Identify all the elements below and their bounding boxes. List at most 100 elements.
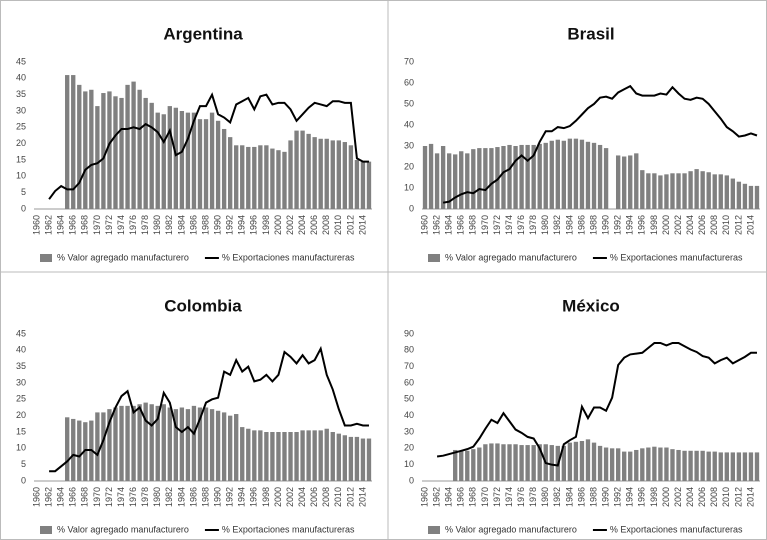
x-tick-label: 1960 xyxy=(31,487,41,507)
bar xyxy=(288,140,293,209)
bar xyxy=(682,450,687,481)
x-tick-label: 1990 xyxy=(600,487,610,507)
x-tick-label: 1980 xyxy=(152,215,162,235)
legend-label: % Exportaciones manufactureras xyxy=(222,252,355,262)
x-tick-label: 1970 xyxy=(92,487,102,507)
bar xyxy=(507,144,512,209)
bar xyxy=(440,146,446,209)
x-tick-label: 2000 xyxy=(273,215,283,235)
bar xyxy=(89,89,94,209)
bar xyxy=(71,418,76,481)
bar xyxy=(573,441,579,481)
x-tick-label: 1990 xyxy=(212,215,222,235)
x-tick-label: 2010 xyxy=(721,215,731,235)
x-tick-label: 1980 xyxy=(540,215,550,235)
y-tick-label: 70 xyxy=(404,361,414,371)
bar xyxy=(531,144,536,209)
bar xyxy=(276,432,281,481)
y-tick-label: 25 xyxy=(16,122,26,132)
bar xyxy=(227,137,233,209)
bar xyxy=(234,414,239,481)
bar xyxy=(131,81,136,209)
x-tick-label: 1976 xyxy=(516,215,526,235)
bar xyxy=(107,409,112,481)
x-tick-label: 1962 xyxy=(431,487,441,507)
bar xyxy=(288,432,293,481)
x-tick-label: 2008 xyxy=(709,487,719,507)
bar xyxy=(167,407,172,481)
x-tick-label: 2010 xyxy=(333,215,343,235)
bar xyxy=(483,148,488,209)
bar xyxy=(640,170,645,209)
bar xyxy=(179,111,185,209)
x-tick-label: 2014 xyxy=(357,487,367,507)
bar xyxy=(282,432,287,481)
x-tick-label: 2006 xyxy=(309,487,319,507)
x-tick-label: 1998 xyxy=(261,215,271,235)
x-tick-label: 2004 xyxy=(297,215,307,235)
x-tick-label: 1986 xyxy=(188,215,198,235)
bar xyxy=(434,153,440,209)
bar xyxy=(360,161,366,209)
bar xyxy=(658,175,663,209)
x-tick-label: 1974 xyxy=(116,215,126,235)
bar xyxy=(71,75,76,209)
bar xyxy=(700,450,705,481)
x-tick-label: 1992 xyxy=(225,215,235,235)
x-tick-label: 1986 xyxy=(576,487,586,507)
y-tick-label: 60 xyxy=(404,377,414,387)
x-tick-label: 1984 xyxy=(176,487,186,507)
bar xyxy=(453,449,458,481)
legend-label: % Exportaciones manufactureras xyxy=(222,524,355,534)
bar xyxy=(603,447,609,481)
x-tick-label: 1970 xyxy=(92,215,102,235)
bar xyxy=(615,448,621,481)
bar xyxy=(736,181,742,209)
bar xyxy=(342,435,348,481)
y-tick-label: 80 xyxy=(404,345,414,355)
chart-title: Argentina xyxy=(163,24,243,43)
bar xyxy=(549,140,554,209)
x-tick-label: 1976 xyxy=(516,487,526,507)
y-tick-label: 5 xyxy=(21,459,26,469)
x-tick-label: 1988 xyxy=(588,215,598,235)
x-tick-label: 1990 xyxy=(600,215,610,235)
x-tick-label: 2002 xyxy=(285,487,295,507)
bar xyxy=(83,422,88,481)
bar xyxy=(336,433,341,481)
x-tick-label: 2008 xyxy=(321,215,331,235)
x-tick-label: 1984 xyxy=(176,215,186,235)
x-tick-label: 1996 xyxy=(249,487,259,507)
x-tick-label: 1998 xyxy=(649,215,659,235)
bar xyxy=(125,405,130,481)
bar xyxy=(688,450,693,481)
bar xyxy=(161,404,166,481)
bar xyxy=(477,148,482,209)
legend-label: % Valor agregado manufacturero xyxy=(445,252,577,262)
bar xyxy=(197,119,203,209)
x-tick-label: 1984 xyxy=(564,215,574,235)
bar xyxy=(65,75,70,209)
bar xyxy=(664,447,669,481)
bar xyxy=(658,447,663,481)
bar xyxy=(615,155,621,209)
bar xyxy=(597,144,603,209)
y-tick-label: 50 xyxy=(404,394,414,404)
bar xyxy=(354,160,360,209)
x-tick-label: 2002 xyxy=(673,487,683,507)
bar xyxy=(422,146,428,209)
bar xyxy=(628,155,633,209)
y-tick-label: 40 xyxy=(404,410,414,420)
x-tick-label: 1964 xyxy=(56,487,66,507)
bar xyxy=(676,449,681,481)
bar xyxy=(652,173,657,209)
y-tick-label: 20 xyxy=(16,410,26,420)
bar xyxy=(459,151,464,209)
legend-label: % Valor agregado manufacturero xyxy=(445,524,577,534)
y-tick-label: 35 xyxy=(16,89,26,99)
bar xyxy=(264,145,269,209)
bar xyxy=(754,185,760,209)
bar xyxy=(694,169,699,209)
bar xyxy=(306,133,311,209)
